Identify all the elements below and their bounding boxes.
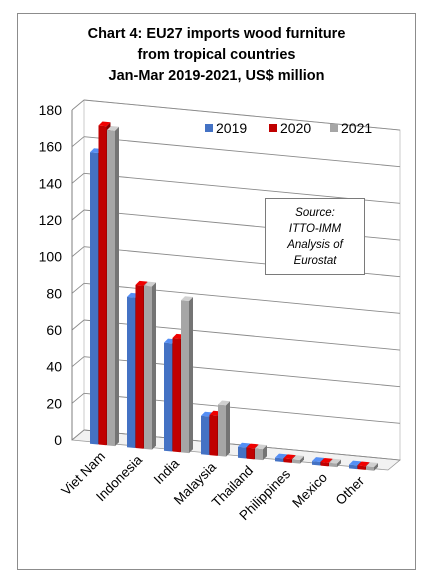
bar-2019-2: [164, 342, 172, 452]
bar-side-2021-7: [374, 463, 378, 471]
bar-top-2020-7: [357, 461, 370, 467]
bar-2020-1: [135, 284, 144, 449]
bar-top-2019-4: [238, 442, 250, 448]
bar-side-2021-5: [300, 455, 304, 464]
bar-top-2021-4: [255, 444, 267, 450]
gridline-depth-120: [71, 209, 85, 221]
y-tick-label-0: 0: [54, 432, 62, 448]
bar-2021-4: [255, 448, 263, 461]
bar-2021-3: [218, 404, 226, 457]
y-tick-label-120: 120: [39, 212, 63, 228]
bar-top-2021-0: [107, 125, 119, 131]
bar-top-2020-5: [283, 454, 296, 460]
bar-top-2021-6: [329, 458, 341, 464]
y-tick-label-20: 20: [46, 395, 62, 411]
y-tick-label-180: 180: [39, 102, 63, 118]
bar-top-2019-5: [275, 453, 287, 459]
x-category-label: Other: [333, 473, 368, 508]
bar-2020-3: [209, 414, 218, 456]
bar-side-2021-0: [115, 126, 119, 447]
bar-top-2021-3: [218, 400, 230, 406]
gridline-depth-0: [71, 429, 85, 441]
x-category-label: Mexico: [289, 470, 330, 511]
bar-2021-6: [329, 462, 337, 468]
source-line-2: ITTO-IMM: [288, 223, 342, 235]
bar-2021-0: [107, 129, 115, 447]
bar-2020-0: [98, 125, 107, 446]
bar-2020-6: [320, 461, 329, 467]
y-tick-label-160: 160: [39, 139, 63, 155]
y-tick-label-60: 60: [46, 322, 62, 338]
bar-2020-5: [283, 458, 292, 463]
gridline-depth-160: [71, 136, 85, 148]
source-line-4: Eurostat: [293, 255, 337, 267]
gridline-depth-40: [71, 356, 85, 368]
chart-title-line-3: Jan-Mar 2019-2021, US$ million: [108, 68, 325, 84]
bar-side-2021-6: [337, 459, 341, 468]
bar-side-2021-2: [189, 296, 193, 454]
bar-2019-3: [201, 415, 209, 456]
bar-side-2021-1: [152, 282, 156, 450]
legend-label-2019: 2019: [216, 120, 247, 136]
gridline-depth-80: [71, 282, 85, 294]
bar-2020-2: [172, 337, 181, 453]
gridline-depth-60: [71, 319, 85, 331]
legend-swatch-2021: [330, 124, 338, 132]
source-line-1: Source:: [295, 207, 335, 219]
y-tick-label-80: 80: [46, 285, 62, 301]
bar-2021-1: [144, 285, 152, 450]
bar-2019-0: [90, 152, 98, 445]
bar-top-2020-6: [320, 457, 333, 463]
gridline-depth-180: [71, 99, 85, 111]
gridline-depth-100: [71, 246, 85, 258]
bar-top-2019-7: [349, 460, 361, 466]
bar-2019-7: [349, 464, 357, 470]
chart-title: Chart 4: EU27 imports wood furniture fro…: [18, 24, 415, 87]
y-tick-label-100: 100: [39, 249, 63, 265]
legend-swatch-2019: [205, 124, 213, 132]
bar-side-2021-3: [226, 401, 230, 457]
gridline-180: [83, 99, 401, 131]
chart-title-line-1: Chart 4: EU27 imports wood furniture: [87, 26, 346, 42]
bar-2019-1: [127, 296, 135, 448]
bar-2021-5: [292, 459, 300, 464]
gridline-depth-20: [71, 392, 85, 404]
bar-top-2020-0: [98, 121, 111, 127]
y-tick-label-140: 140: [39, 175, 63, 191]
bar-top-2020-1: [135, 280, 148, 286]
bar-top-2021-1: [144, 281, 156, 287]
bar-2020-7: [357, 465, 366, 470]
bar-2020-4: [246, 447, 255, 460]
bar-2021-7: [366, 466, 374, 471]
legend-label-2021: 2021: [341, 120, 372, 136]
bar-2021-2: [181, 300, 189, 454]
bar-top-2020-4: [246, 443, 259, 449]
gridline-160: [83, 136, 401, 168]
source-line-3: Analysis of: [287, 239, 343, 251]
bar-top-2021-2: [181, 296, 193, 301]
bar-2019-4: [238, 446, 246, 459]
bar-2019-6: [312, 461, 320, 466]
legend-label-2020: 2020: [280, 120, 311, 136]
gridline-depth-140: [71, 172, 85, 184]
chart-title-line-2: from tropical countries: [137, 47, 296, 63]
bar-side-2021-4: [263, 445, 267, 461]
bar-top-2021-7: [366, 462, 378, 468]
legend-swatch-2020: [269, 124, 277, 132]
bar-top-2019-6: [312, 457, 324, 462]
y-tick-label-40: 40: [46, 359, 62, 375]
bar-top-2021-5: [292, 455, 304, 460]
source-box: Source: ITTO-IMM Analysis of Eurostat: [265, 198, 365, 275]
bar-2019-5: [275, 457, 283, 463]
x-category-label: India: [151, 455, 183, 487]
